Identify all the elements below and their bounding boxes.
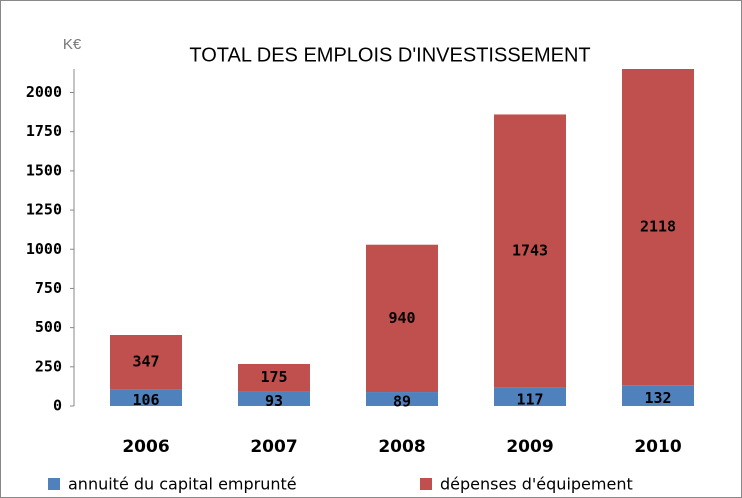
legend-label: dépenses d'équipement (440, 475, 633, 494)
value-label: 2118 (640, 218, 676, 236)
bar-segment (622, 385, 694, 406)
bar-segment (366, 392, 438, 406)
bar-segment (622, 69, 694, 386)
x-tick-label: 2006 (122, 437, 169, 457)
y-tick-label: 250 (35, 357, 62, 375)
y-tick-label: 1750 (26, 122, 62, 140)
y-tick-label: 750 (35, 279, 62, 297)
bars (110, 69, 694, 406)
value-label: 347 (132, 353, 159, 371)
bar-segment (366, 244, 438, 393)
bar-segment (110, 389, 182, 406)
unit-label: K€ (63, 36, 82, 53)
value-label: 132 (644, 389, 671, 407)
y-tick-label: 1500 (26, 161, 62, 179)
x-tick-label: 2008 (378, 437, 425, 457)
value-label: 940 (388, 309, 415, 327)
legend-swatch (48, 478, 60, 490)
y-tick-label: 1000 (26, 240, 62, 258)
y-tick-label: 500 (35, 318, 62, 336)
bar-segment (494, 387, 566, 406)
bar-segment (238, 363, 310, 392)
bar-segment (110, 334, 182, 390)
x-tick-label: 2010 (634, 437, 681, 457)
value-label: 106 (132, 391, 159, 409)
bar-segment (238, 391, 310, 406)
legend-label: annuité du capital emprunté (68, 475, 297, 494)
value-label: 89 (393, 393, 411, 411)
y-tick-label: 1250 (26, 201, 62, 219)
y-tick-label: 2000 (26, 83, 62, 101)
x-tick-label: 2007 (250, 437, 297, 457)
value-label: 1743 (512, 242, 548, 260)
chart-title: TOTAL DES EMPLOIS D'INVESTISSEMENT (189, 44, 590, 66)
value-label: 93 (265, 392, 283, 410)
value-label: 175 (260, 368, 287, 386)
bar-segment (494, 114, 566, 388)
x-tick-label: 2009 (506, 437, 553, 457)
value-label: 117 (516, 390, 543, 408)
y-tick-label: 0 (53, 397, 62, 415)
legend-swatch (420, 478, 432, 490)
